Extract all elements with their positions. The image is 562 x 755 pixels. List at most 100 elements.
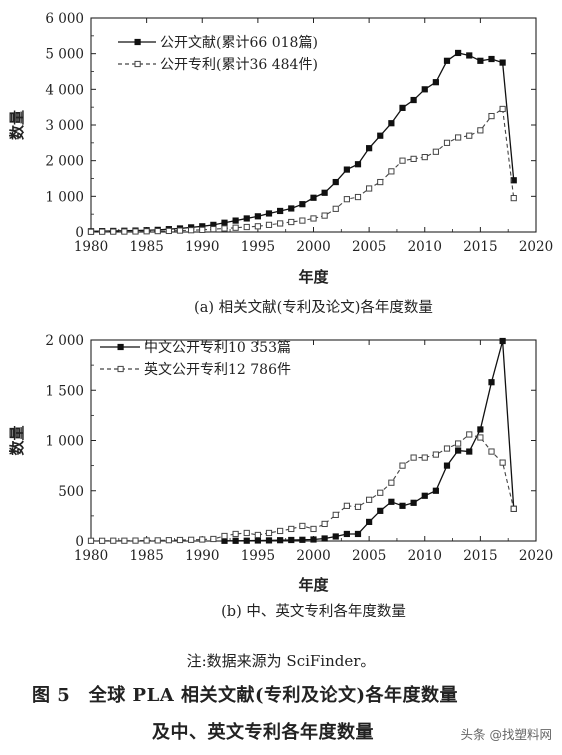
- data-point: [399, 502, 406, 509]
- legend-label: 公开文献(累计66 018篇): [160, 35, 318, 51]
- data-point: [188, 227, 195, 234]
- legend-label: 中文公开专利10 353篇: [144, 340, 291, 356]
- y-tick-label: 0: [75, 225, 84, 241]
- data-point: [165, 537, 172, 544]
- data-point: [332, 205, 339, 212]
- watermark: 头条 @找塑料网: [460, 727, 552, 742]
- data-point: [277, 220, 284, 227]
- subfigure-caption: (b) 中、英文专利各年度数量: [221, 602, 406, 620]
- y-tick-label: 500: [58, 484, 84, 500]
- data-point: [388, 479, 395, 486]
- y-tick-label: 1 500: [45, 383, 84, 399]
- data-point: [299, 201, 306, 208]
- x-tick-label: 2015: [463, 548, 497, 564]
- x-tick-label: 2000: [296, 239, 330, 255]
- data-point: [221, 532, 228, 540]
- data-point: [421, 492, 428, 499]
- data-point: [99, 537, 106, 544]
- data-point: [410, 499, 417, 506]
- data-point: [421, 86, 428, 93]
- data-point: [399, 104, 406, 111]
- figure-title-line-1: 图 5 全球 PLA 相关文献(专利及论文)各年度数量: [32, 685, 459, 706]
- data-point: [299, 536, 306, 543]
- data-point: [410, 454, 417, 461]
- data-point: [243, 529, 250, 537]
- data-point: [466, 431, 473, 438]
- y-axis-label: 数量: [8, 110, 26, 140]
- data-point: [443, 139, 451, 146]
- data-point: [321, 189, 328, 196]
- data-point: [243, 215, 250, 222]
- subfigure-caption: (a) 相关文献(专利及论文)各年度数量: [194, 299, 433, 316]
- data-point: [332, 533, 339, 540]
- data-point: [310, 215, 317, 222]
- data-point: [143, 537, 150, 544]
- y-tick-label: 2 000: [45, 333, 84, 349]
- series-line: [90, 108, 515, 233]
- data-point: [232, 224, 239, 231]
- chart-a: 1980 1985 1990 1995 2000 2005 2010 2015 2020 0 1 0…: [8, 11, 553, 316]
- data-point: [165, 227, 172, 235]
- chart-b: 1980 1985 1990 1995 2000 2005 2010 2015 2020 0 500…: [8, 333, 553, 620]
- data-point: [466, 448, 473, 455]
- data-point: [488, 112, 495, 120]
- data-point: [232, 217, 239, 224]
- data-point: [343, 502, 350, 509]
- data-point: [488, 379, 495, 386]
- data-point: [254, 531, 261, 539]
- y-tick-label: 5 000: [45, 47, 84, 63]
- data-point: [99, 228, 106, 235]
- data-point: [288, 218, 295, 226]
- data-point: [321, 212, 328, 219]
- data-point: [243, 537, 250, 544]
- data-point: [265, 529, 273, 537]
- y-tick-label: 2 000: [45, 154, 84, 170]
- data-point: [366, 518, 373, 526]
- data-point: [499, 105, 506, 113]
- data-point: [288, 205, 295, 212]
- x-tick-label: 2020: [519, 239, 553, 255]
- data-point: [265, 210, 273, 217]
- data-point: [443, 445, 451, 452]
- data-point: [377, 489, 384, 496]
- data-point: [410, 96, 417, 104]
- x-tick-label: 2010: [408, 239, 442, 255]
- data-point: [443, 462, 451, 469]
- data-point: [466, 52, 473, 59]
- data-point: [221, 219, 228, 226]
- data-point: [388, 168, 395, 175]
- data-point: [143, 228, 150, 235]
- data-point: [299, 522, 306, 530]
- data-point: [176, 536, 184, 544]
- legend-label: 公开专利(累计36 484件): [160, 57, 318, 73]
- data-point: [477, 434, 484, 441]
- data-point: [110, 537, 117, 544]
- legend-marker: [134, 60, 141, 68]
- data-point: [199, 226, 206, 233]
- data-point: [232, 537, 239, 544]
- legend-marker: [117, 365, 124, 373]
- data-point: [343, 166, 350, 173]
- data-point: [388, 120, 395, 127]
- x-tick-label: 1985: [129, 239, 163, 255]
- data-point: [87, 537, 95, 544]
- y-axis-label: 数量: [8, 425, 26, 455]
- data-point: [354, 530, 362, 538]
- y-tick-label: 3 000: [45, 118, 84, 134]
- data-point: [265, 537, 273, 544]
- data-point: [277, 537, 284, 544]
- data-point: [366, 185, 373, 192]
- data-point: [154, 228, 161, 235]
- data-point: [388, 498, 395, 505]
- data-point: [377, 178, 384, 186]
- data-point: [477, 426, 484, 433]
- data-point: [232, 530, 239, 538]
- legend-marker: [117, 343, 124, 351]
- data-point: [410, 155, 417, 162]
- x-tick-label: 1980: [74, 548, 108, 564]
- data-point: [354, 503, 362, 510]
- data-point: [321, 535, 328, 542]
- data-point: [510, 505, 517, 512]
- data-point: [399, 462, 406, 469]
- data-point: [343, 530, 350, 538]
